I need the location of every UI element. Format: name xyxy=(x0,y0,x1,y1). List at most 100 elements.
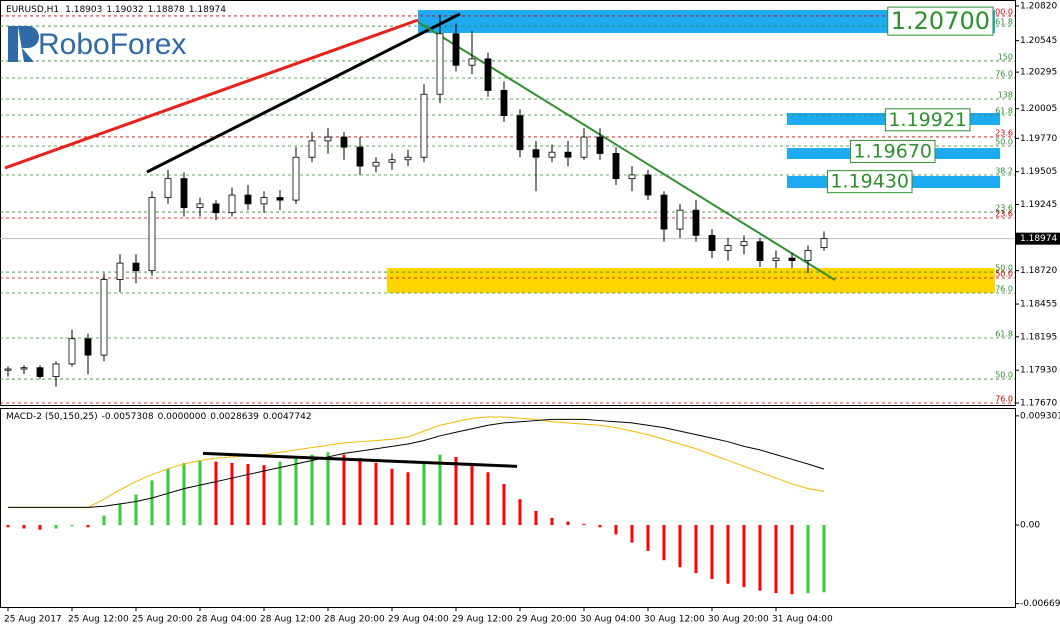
x-tick-label: 25 Aug 2017 xyxy=(4,615,62,625)
price-label-text: 1.19430 xyxy=(830,171,909,193)
histogram-bar xyxy=(166,468,170,526)
candle-body xyxy=(164,178,172,198)
x-tick-label: 30 Aug 04:00 xyxy=(580,615,641,625)
high: 1.19032 xyxy=(106,5,143,15)
candle-body xyxy=(132,262,140,272)
candle-body xyxy=(548,151,556,158)
histogram-bar xyxy=(486,472,490,526)
logo-icon xyxy=(18,26,39,62)
candle-body xyxy=(628,174,636,180)
symbol: EURUSD,H1 xyxy=(6,5,59,15)
histogram-bar xyxy=(646,525,650,551)
price-label-box xyxy=(826,170,913,194)
logo-icon xyxy=(8,26,18,62)
histogram-bar xyxy=(550,517,554,526)
histogram-bar xyxy=(198,460,202,526)
price-label-box xyxy=(887,6,994,36)
macd-trendline xyxy=(202,451,518,468)
x-tick-label: 28 Aug 20:00 xyxy=(324,615,385,625)
candle-body xyxy=(404,156,412,161)
readout: 0.0047742 xyxy=(263,412,312,422)
candle-body xyxy=(436,33,444,95)
candle-body xyxy=(484,58,492,91)
candle-body xyxy=(564,151,572,158)
price-label-box xyxy=(884,108,971,132)
level-label: 161.8 xyxy=(990,18,1013,27)
histogram-bar xyxy=(758,525,762,591)
histogram-bar xyxy=(502,483,506,526)
candle-body xyxy=(580,136,588,158)
logo-text: RoboForex xyxy=(38,28,186,61)
histogram-bar xyxy=(86,525,90,528)
candle-body xyxy=(804,250,812,261)
histogram-bar xyxy=(406,472,410,526)
candle-body xyxy=(644,174,652,196)
candle-body xyxy=(660,194,668,230)
price-label-text: 1.19670 xyxy=(853,140,932,162)
readout: 0.0028639 xyxy=(210,412,259,422)
level-label: 23.6 xyxy=(995,128,1013,137)
current-price-text: 1.18974 xyxy=(1020,234,1057,244)
x-tick-label: 25 Aug 20:00 xyxy=(132,615,193,625)
candle-body xyxy=(820,238,828,249)
macd-name: MACD-2 (50,150,25) xyxy=(6,412,98,422)
level-label: 61.8 xyxy=(995,107,1013,116)
candle-body xyxy=(340,136,348,148)
open: 1.18903 xyxy=(65,5,102,15)
histogram-bar xyxy=(118,503,122,526)
y-tick-label: 1.20005 xyxy=(1020,104,1057,114)
histogram-bar xyxy=(38,525,42,530)
price-label-text: 1.20700 xyxy=(891,7,990,35)
y-tick-label: 1.17930 xyxy=(1020,366,1057,376)
histogram-bar xyxy=(470,463,474,526)
candle-body xyxy=(740,241,748,246)
candle-body xyxy=(532,149,540,158)
level-label: 23.6 xyxy=(995,209,1013,218)
y-tick-label: 1.19245 xyxy=(1020,200,1057,210)
candle-body xyxy=(228,194,236,214)
close: 1.18974 xyxy=(189,5,226,15)
x-tick-label: 30 Aug 20:00 xyxy=(708,615,769,625)
candle-body xyxy=(308,140,316,158)
histogram-bar xyxy=(246,463,250,526)
level-label: 76.0 xyxy=(995,395,1013,404)
level-label: 76.0 xyxy=(995,69,1013,78)
candle-body xyxy=(612,153,620,180)
histogram-bar xyxy=(390,468,394,526)
candle-body xyxy=(148,197,156,272)
level-label: 38.2 xyxy=(995,167,1013,176)
x-tick-label: 31 Aug 04:00 xyxy=(772,615,833,625)
level-label: 150 xyxy=(998,52,1013,61)
histogram-bar xyxy=(790,525,794,595)
macd-header: MACD-2 (50,150,25) -0.0057308 0.0000000 0.0… xyxy=(6,412,312,422)
histogram-bar xyxy=(134,494,138,526)
level-label: 138 xyxy=(998,91,1013,100)
histogram-bar xyxy=(262,465,266,526)
histogram-bar xyxy=(806,525,810,594)
histogram-bar xyxy=(102,515,106,526)
histogram-bar xyxy=(566,521,570,526)
histogram-bar xyxy=(22,525,26,529)
histogram-bar xyxy=(822,525,826,593)
y-tick-label: 1.20295 xyxy=(1020,68,1057,78)
price-label: 1.19670 xyxy=(849,139,936,163)
histogram-bar xyxy=(54,525,58,529)
histogram-bar xyxy=(694,525,698,574)
candle-body xyxy=(724,245,732,251)
candle-body xyxy=(180,178,188,209)
candle-body xyxy=(676,209,684,230)
candle-body xyxy=(4,368,12,371)
candle-body xyxy=(276,197,284,201)
candle-body xyxy=(420,93,428,158)
histogram-bar xyxy=(534,510,538,526)
y-tick-label: 0.00 xyxy=(1020,521,1040,531)
histogram-bar xyxy=(774,525,778,594)
x-tick-label: 28 Aug 12:00 xyxy=(260,615,321,625)
candle-body xyxy=(772,257,780,261)
candle-body xyxy=(36,367,44,377)
histogram-bar xyxy=(438,454,442,526)
candle-body xyxy=(596,136,604,154)
x-tick-label: 29 Aug 04:00 xyxy=(388,615,449,625)
histogram-bar xyxy=(678,525,682,568)
x-tick-label: 28 Aug 04:00 xyxy=(196,615,257,625)
